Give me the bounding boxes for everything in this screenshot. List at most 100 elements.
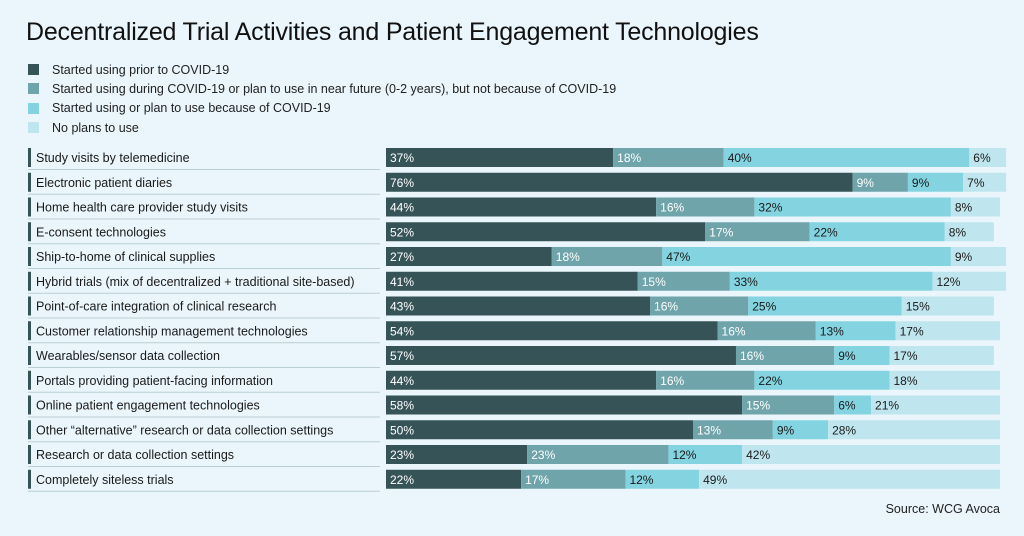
bar-segment <box>650 296 749 316</box>
data-label: 9% <box>912 176 930 190</box>
category-label: Research or data collection settings <box>36 448 234 462</box>
bar-segment <box>809 222 945 242</box>
bar-segment <box>944 222 994 242</box>
bar-row: Ship-to-home of clinical supplies 27% 18% 4… <box>28 247 1007 269</box>
bar-segment <box>834 395 872 415</box>
category-label: Hybrid trials (mix of decentralized + tr… <box>36 275 355 289</box>
bar-segment <box>735 346 835 365</box>
bar-segment <box>386 247 552 266</box>
bar-segment <box>625 469 700 489</box>
data-label: 52% <box>390 225 414 239</box>
category-marker <box>28 445 31 464</box>
data-label: 40% <box>728 151 752 165</box>
bar-segment <box>852 172 908 192</box>
data-label: 23% <box>531 448 555 462</box>
category-marker <box>28 296 31 316</box>
data-label: 18% <box>617 151 641 165</box>
data-label: 16% <box>660 201 684 215</box>
data-label: 16% <box>654 300 678 314</box>
bar-row: Other “alternative” research or data col… <box>28 420 1000 443</box>
bar-row: Wearables/sensor data collection 57% 16% 9%… <box>28 346 994 368</box>
category-marker <box>28 271 31 291</box>
data-label: 76% <box>390 176 414 190</box>
data-label: 9% <box>777 423 795 437</box>
data-label: 37% <box>390 151 414 165</box>
data-label: 17% <box>709 225 733 239</box>
data-label: 18% <box>556 250 580 264</box>
category-label: Wearables/sensor data collection <box>36 349 220 363</box>
bar-segment <box>969 148 1007 167</box>
data-label: 50% <box>390 423 414 437</box>
legend-item: Started using or plan to use because of … <box>28 99 616 118</box>
bar-segment <box>963 172 1007 192</box>
bar-row: E-consent technologies 52% 17% 22% 8% <box>28 222 994 245</box>
bar-segment <box>871 395 1000 415</box>
category-label: Home health care provider study visits <box>36 201 248 215</box>
data-label: 15% <box>746 399 770 413</box>
data-label: 9% <box>955 250 973 264</box>
category-label: Electronic patient diaries <box>36 176 172 190</box>
category-label: Online patient engagement technologies <box>36 399 260 413</box>
category-label: Other “alternative” research or data col… <box>36 423 333 437</box>
data-label: 12% <box>629 473 653 487</box>
bar-segment <box>907 172 964 192</box>
bar-segment <box>772 420 829 440</box>
data-label: 8% <box>949 225 967 239</box>
bar-segment <box>386 296 651 316</box>
category-marker <box>28 395 31 415</box>
data-label: 6% <box>838 399 856 413</box>
category-marker <box>28 321 31 341</box>
bar-segment <box>699 469 1000 489</box>
data-label: 15% <box>642 275 666 289</box>
bar-segment <box>754 370 890 390</box>
category-label: Portals providing patient-facing informa… <box>36 374 273 388</box>
data-label: 16% <box>740 349 764 363</box>
bar-segment <box>932 271 1007 291</box>
bar-segment <box>828 420 1000 440</box>
legend-swatch <box>28 122 39 134</box>
data-label: 58% <box>390 399 414 413</box>
data-label: 16% <box>660 374 684 388</box>
bar-row: Completely siteless trials 22% 17% 12% 49% <box>28 469 1000 492</box>
bar-row: Customer relationship management technol… <box>28 321 1000 344</box>
category-marker <box>28 148 31 167</box>
bar-segment <box>386 148 614 167</box>
bar-segment <box>386 370 657 390</box>
category-marker <box>28 370 31 390</box>
bar-segment <box>815 321 896 341</box>
category-marker <box>28 197 31 217</box>
data-label: 47% <box>666 250 690 264</box>
category-label: Study visits by telemedicine <box>36 151 190 165</box>
data-label: 12% <box>936 275 960 289</box>
data-label: 44% <box>390 374 414 388</box>
category-marker <box>28 469 31 489</box>
bar-row: Online patient engagement technologies 58… <box>28 395 1000 418</box>
data-label: 9% <box>838 349 856 363</box>
bar-segment <box>950 197 1000 217</box>
bar-segment <box>662 247 951 266</box>
category-label: Completely siteless trials <box>36 473 174 487</box>
bar-segment <box>742 445 1000 464</box>
category-marker <box>28 222 31 242</box>
bar-segment <box>754 197 951 217</box>
data-label: 9% <box>857 176 875 190</box>
category-label: E-consent technologies <box>36 225 166 239</box>
data-label: 41% <box>390 275 414 289</box>
legend-swatch <box>28 64 39 76</box>
bar-segment <box>705 222 810 242</box>
data-label: 33% <box>734 275 758 289</box>
data-label: 54% <box>390 324 414 338</box>
data-label: 42% <box>746 448 770 462</box>
legend-label: Started using during COVID-19 or plan to… <box>52 81 617 96</box>
bar-segment <box>950 247 1007 266</box>
bar-segment <box>656 370 755 390</box>
bar-row: Study visits by telemedicine 37% 18% 40% 6% <box>28 148 1007 170</box>
data-label: 16% <box>722 324 746 338</box>
bar-segment <box>668 445 743 464</box>
legend-label: Started using or plan to use because of … <box>52 101 331 116</box>
data-label: 23% <box>390 448 414 462</box>
bar-segment <box>656 197 755 217</box>
bar-row: Hybrid trials (mix of decentralized + tr… <box>28 271 1007 294</box>
legend-item: Started using prior to COVID-19 <box>28 60 616 79</box>
